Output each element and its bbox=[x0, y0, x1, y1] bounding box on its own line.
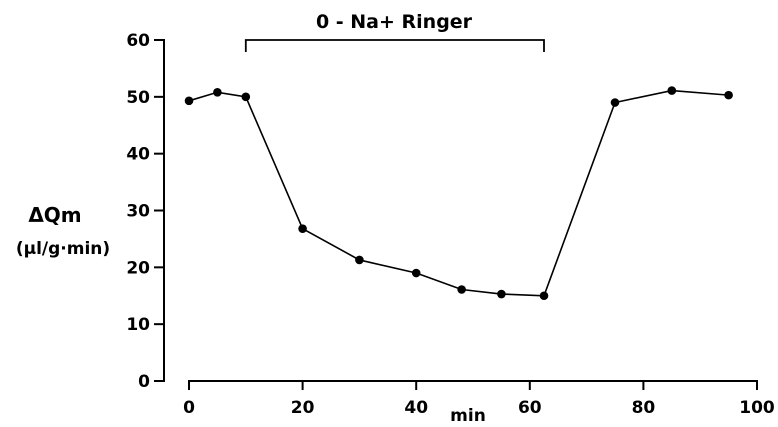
data-point bbox=[298, 224, 307, 233]
treatment-bracket: 0 - Na+ Ringer bbox=[244, 11, 545, 52]
data-point bbox=[667, 86, 677, 95]
data-point bbox=[497, 289, 506, 299]
data-point bbox=[213, 87, 222, 97]
data-point bbox=[724, 90, 733, 100]
x-tick-label: 40 bbox=[404, 398, 428, 418]
y-tick-label: 0 bbox=[138, 372, 150, 392]
x-tick-label: 60 bbox=[518, 398, 542, 418]
y-axis-label: ΔQm bbox=[28, 203, 81, 227]
series-points bbox=[184, 86, 733, 301]
series-line bbox=[188, 89, 729, 297]
x-tick-label: 0 bbox=[183, 398, 195, 418]
data-point bbox=[184, 96, 194, 106]
data-point bbox=[411, 268, 421, 278]
x-ticks: 0 20 40 60 80 100 bbox=[183, 381, 775, 418]
data-point bbox=[539, 291, 549, 301]
data-series bbox=[184, 86, 733, 301]
x-tick-label: 100 bbox=[739, 398, 775, 418]
y-tick-label: 20 bbox=[126, 258, 150, 278]
x-tick-label: 80 bbox=[632, 398, 656, 418]
y-tick-label: 40 bbox=[126, 145, 150, 165]
y-axis: 0 10 20 30 40 50 60 ΔQm (µl/g·min) bbox=[16, 31, 165, 392]
data-point bbox=[355, 255, 364, 265]
y-ticks: 0 10 20 30 40 50 60 bbox=[126, 31, 164, 392]
y-tick-label: 60 bbox=[126, 31, 150, 51]
x-tick-label: 20 bbox=[291, 398, 315, 418]
x-axis: 0 20 40 60 80 100 min bbox=[183, 380, 775, 426]
treatment-label: 0 - Na+ Ringer bbox=[316, 11, 473, 33]
bracket-line bbox=[244, 39, 545, 52]
data-point bbox=[241, 92, 251, 102]
data-point bbox=[457, 285, 466, 294]
y-tick-label: 30 bbox=[126, 202, 150, 222]
y-axis-unit-label: (µl/g·min) bbox=[16, 239, 110, 259]
x-axis-label: min bbox=[450, 406, 486, 426]
data-point bbox=[610, 98, 620, 107]
y-tick-label: 50 bbox=[126, 88, 150, 108]
y-tick-label: 10 bbox=[126, 315, 150, 335]
